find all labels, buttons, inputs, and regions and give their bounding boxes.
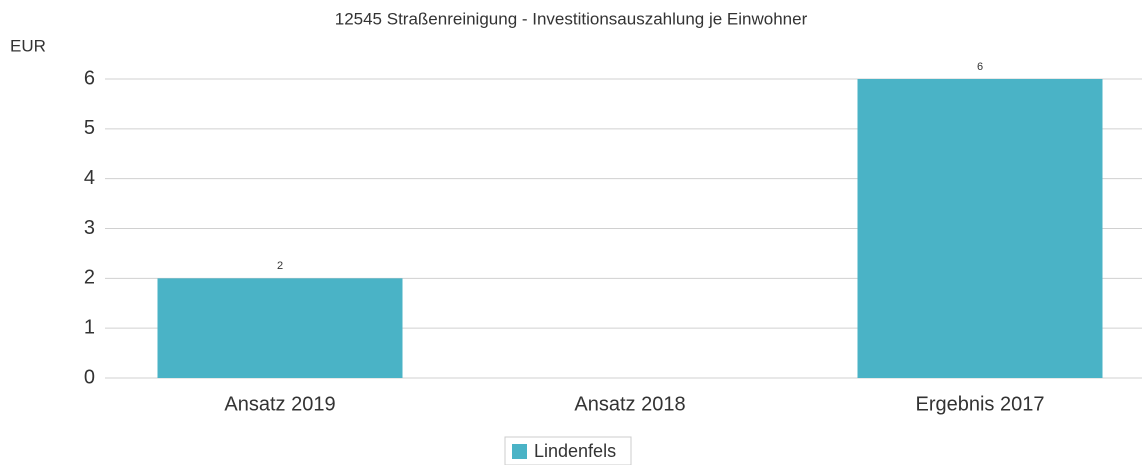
y-tick-label: 5	[84, 117, 95, 139]
data-label: 2	[277, 260, 283, 272]
y-tick-label: 3	[84, 217, 95, 239]
y-axis-label: EUR	[10, 36, 46, 55]
y-tick-label: 0	[84, 366, 95, 388]
chart-title: 12545 Straßenreinigung - Investitionsaus…	[335, 9, 808, 28]
bar	[157, 278, 403, 378]
y-tick-label: 4	[84, 167, 95, 189]
data-label: 6	[977, 61, 983, 73]
x-tick-label: Ansatz 2018	[574, 393, 685, 415]
y-tick-label: 6	[84, 67, 95, 89]
legend-swatch	[512, 444, 527, 459]
x-tick-label: Ansatz 2019	[224, 393, 335, 415]
legend-label: Lindenfels	[534, 441, 616, 461]
x-tick-label: Ergebnis 2017	[916, 393, 1045, 415]
bar	[857, 79, 1103, 378]
y-tick-label: 1	[84, 316, 95, 338]
legend-box	[504, 436, 632, 465]
y-tick-label: 2	[84, 267, 95, 289]
